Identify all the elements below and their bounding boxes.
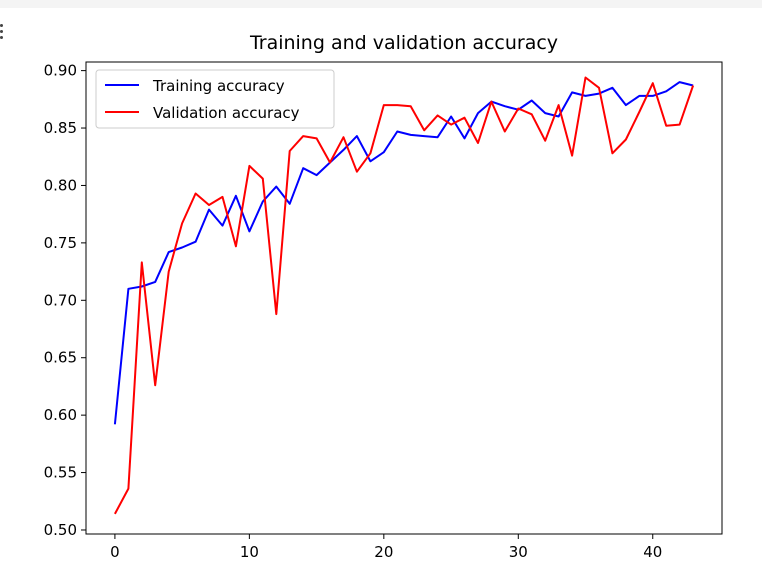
more-options-icon[interactable] bbox=[0, 24, 4, 42]
legend-label-training: Training accuracy bbox=[152, 77, 285, 95]
y-tick-label: 0.65 bbox=[44, 349, 77, 367]
series-line-training-accuracy bbox=[113, 81, 694, 425]
legend-box bbox=[95, 69, 335, 129]
x-tick-label: 0 bbox=[110, 543, 120, 561]
window-top-strip bbox=[0, 0, 762, 8]
y-axis: 0.50 0.55 0.60 0.65 0.70 0.75 0.80 0.85 0.90 bbox=[44, 62, 86, 539]
y-tick-label: 0.85 bbox=[44, 119, 77, 137]
series-lines bbox=[113, 76, 695, 515]
y-tick-label: 0.70 bbox=[44, 291, 77, 309]
y-tick-label: 0.50 bbox=[44, 521, 77, 539]
y-tick-label: 0.75 bbox=[44, 234, 77, 252]
legend: Training accuracy Validation accuracy bbox=[95, 69, 335, 129]
y-tick-label: 0.80 bbox=[44, 176, 77, 194]
x-tick-label: 20 bbox=[374, 543, 393, 561]
x-tick-label: 40 bbox=[643, 543, 662, 561]
y-tick-label: 0.60 bbox=[44, 406, 77, 424]
y-tick-label: 0.90 bbox=[44, 62, 77, 80]
y-tick-label: 0.55 bbox=[44, 464, 77, 482]
plot-area bbox=[85, 61, 723, 535]
x-tick-label: 30 bbox=[509, 543, 528, 561]
x-tick-label: 10 bbox=[240, 543, 259, 561]
x-axis: 0 10 20 30 40 bbox=[110, 534, 662, 561]
legend-label-validation: Validation accuracy bbox=[153, 104, 300, 122]
series-line-validation-accuracy bbox=[114, 76, 695, 515]
chart-title: Training and validation accuracy bbox=[249, 32, 558, 54]
